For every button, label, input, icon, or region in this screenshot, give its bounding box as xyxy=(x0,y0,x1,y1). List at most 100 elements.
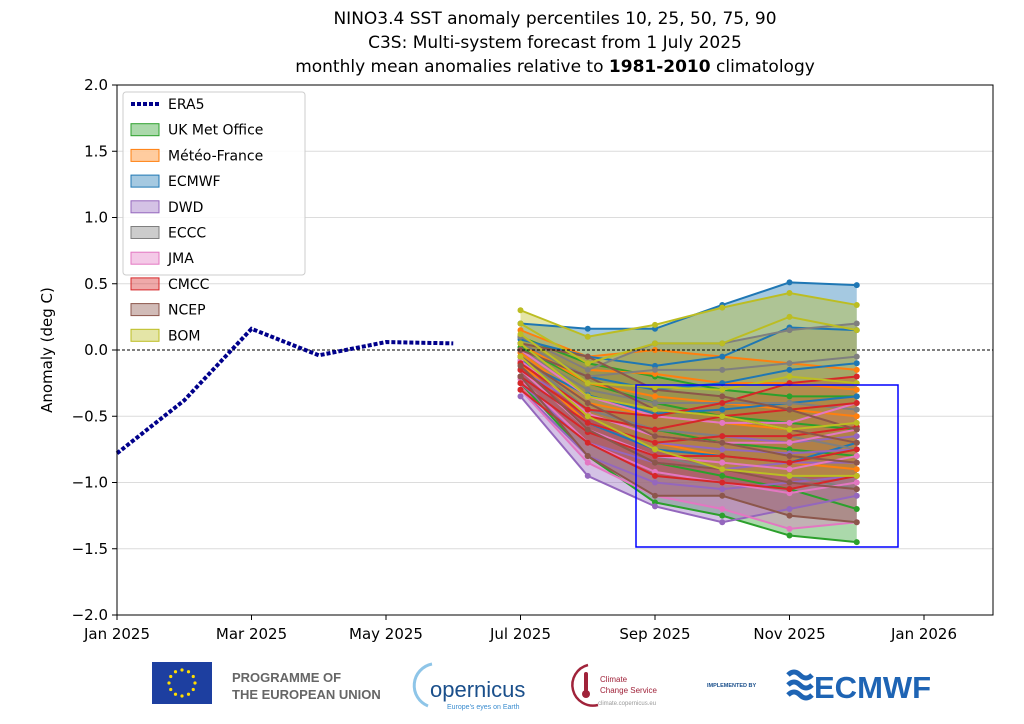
data-point xyxy=(652,479,658,486)
data-point xyxy=(652,459,658,466)
data-point xyxy=(584,386,591,393)
data-point xyxy=(652,321,658,328)
eu-star xyxy=(169,674,173,679)
legend-swatch xyxy=(130,277,160,291)
title-line3-pre: monthly mean anomalies relative to xyxy=(295,57,609,77)
data-point xyxy=(853,472,860,479)
data-point xyxy=(719,413,726,420)
legend-label: JMA xyxy=(167,251,194,267)
implemented-by-text: IMPLEMENTED BY xyxy=(707,683,757,689)
data-point xyxy=(517,353,524,360)
data-point xyxy=(584,393,591,400)
data-point xyxy=(719,519,726,526)
data-point xyxy=(719,393,726,400)
x-tick-label: Jan 2025 xyxy=(83,625,150,643)
legend-swatch xyxy=(130,303,160,317)
percentile-line-p25 xyxy=(519,342,857,431)
data-point xyxy=(786,360,793,367)
percentile-line-p10 xyxy=(519,355,857,477)
percentile-line-p50 xyxy=(519,355,857,464)
data-point xyxy=(719,439,726,446)
data-point xyxy=(652,347,658,353)
title-line3-post: climatology xyxy=(711,57,815,77)
data-point xyxy=(786,472,793,479)
data-point xyxy=(517,347,524,353)
percentile-line-p90 xyxy=(520,329,857,371)
data-point xyxy=(584,419,591,426)
data-point xyxy=(853,282,860,289)
ecmwf-logo: ECMWF xyxy=(786,669,931,705)
y-tick-label: 1.5 xyxy=(84,142,108,160)
eu-star xyxy=(186,670,191,674)
eu-star xyxy=(191,687,195,692)
axes: −2.0 −1.5 −1.0 −0.5 0.0 0.5 1.0 1.5 2.0 Jan 2025 M… xyxy=(72,76,957,643)
data-point xyxy=(853,446,860,453)
data-point xyxy=(719,512,726,519)
data-point xyxy=(853,373,860,380)
data-point xyxy=(853,479,860,486)
percentile-line-p10 xyxy=(519,362,857,471)
data-point xyxy=(584,472,591,479)
x-tick-label: Jul 2025 xyxy=(489,625,551,643)
data-point xyxy=(719,486,726,493)
legend-label: NCEP xyxy=(168,303,206,319)
data-point xyxy=(853,459,860,466)
data-point xyxy=(786,532,793,539)
data-point xyxy=(517,386,524,393)
svg-text:Europe's eyes on Earth: Europe's eyes on Earth xyxy=(447,704,520,711)
legend-label: Météo-France xyxy=(168,148,263,164)
data-point xyxy=(786,466,793,473)
data-point xyxy=(853,492,860,499)
eu-star xyxy=(180,668,184,672)
percentile-line-p10 xyxy=(519,375,857,524)
percentile-line-p25 xyxy=(519,389,857,491)
legend-label: BOM xyxy=(168,328,200,344)
data-point xyxy=(517,380,524,387)
data-point xyxy=(652,446,658,453)
percentile-line-p25 xyxy=(519,365,857,491)
chart-title-line3: monthly mean anomalies relative to 1981-… xyxy=(295,57,815,77)
data-point xyxy=(584,366,591,373)
data-point xyxy=(517,307,524,314)
data-point xyxy=(584,406,591,413)
data-point xyxy=(853,393,860,400)
data-point xyxy=(517,331,524,338)
data-point xyxy=(719,472,726,479)
eu-programme-text-2: THE EUROPEAN UNION xyxy=(232,687,381,702)
x-tick-label: Jan 2026 xyxy=(890,625,957,643)
eu-programme-text-1: PROGRAMME OF xyxy=(232,670,341,685)
data-point xyxy=(719,506,726,512)
svg-text:ECMWF: ECMWF xyxy=(814,670,931,705)
data-point xyxy=(853,386,860,393)
data-point xyxy=(853,439,860,446)
percentile-line-p25 xyxy=(519,378,857,495)
data-point xyxy=(584,333,591,340)
c3s-logo: Climate Change Service climate.copernicu… xyxy=(571,663,657,707)
data-point xyxy=(719,353,726,360)
y-tick-label: 1.0 xyxy=(84,209,108,227)
data-point xyxy=(652,406,658,413)
y-tick-label: −1.0 xyxy=(72,474,108,492)
data-point xyxy=(652,413,658,420)
eu-star xyxy=(193,681,197,685)
eu-star xyxy=(167,681,171,685)
data-point xyxy=(517,320,524,327)
data-point xyxy=(517,393,524,400)
percentile-line-p10 xyxy=(519,389,857,530)
percentile-line-p90 xyxy=(520,342,858,431)
data-point xyxy=(719,400,726,406)
data-point xyxy=(584,453,591,459)
x-tick-label: Mar 2025 xyxy=(216,625,287,643)
data-point xyxy=(853,413,860,420)
highlight-box xyxy=(635,384,899,548)
data-point xyxy=(853,419,860,426)
data-point xyxy=(652,439,658,446)
data-point xyxy=(786,327,793,334)
percentile-line-p50 xyxy=(519,349,857,411)
y-tick-label: −1.5 xyxy=(72,540,108,558)
data-point xyxy=(786,279,793,286)
data-point xyxy=(652,400,658,406)
y-tick-label: −2.0 xyxy=(72,606,108,624)
x-tick-label: Nov 2025 xyxy=(753,625,825,643)
